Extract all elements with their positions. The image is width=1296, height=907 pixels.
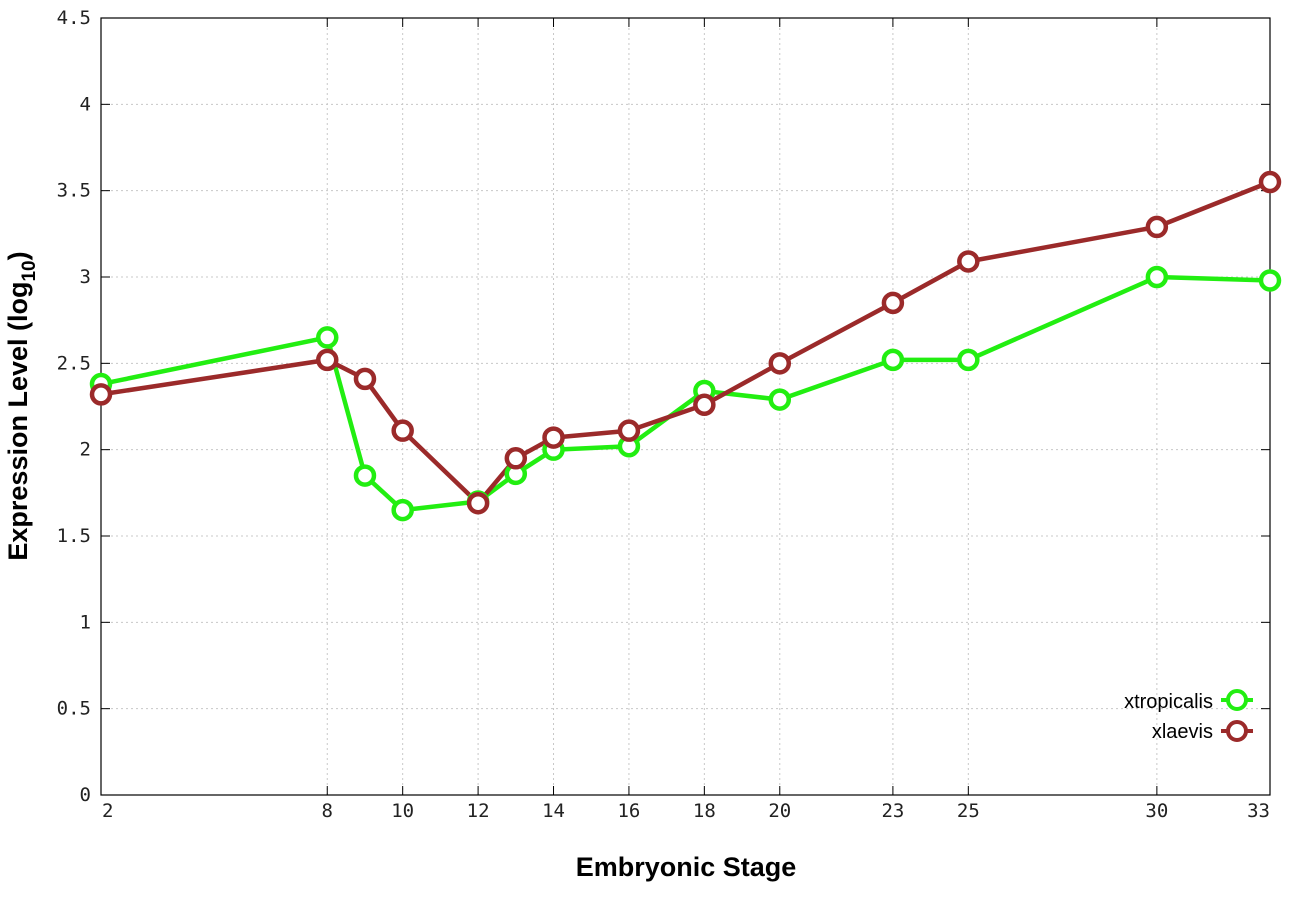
x-tick-label: 2 — [102, 800, 113, 822]
series-line-xlaevis — [100, 179, 1271, 506]
data-point-xtropicalis — [881, 348, 905, 372]
data-point-xlaevis — [89, 383, 113, 406]
legend-marker-xlaevis — [1226, 720, 1248, 742]
series-layer — [89, 170, 1282, 522]
data-point-xlaevis — [504, 447, 528, 470]
y-axis-title-subscript: 10 — [19, 260, 40, 281]
x-tick-label: 10 — [391, 800, 414, 822]
y-tick-label: 0.5 — [57, 698, 91, 720]
x-tick-label: 33 — [1247, 800, 1270, 822]
x-tick-label: 12 — [467, 800, 490, 822]
legend-marker-xtropicalis — [1226, 689, 1248, 711]
x-tick-label: 16 — [617, 800, 640, 822]
x-tick-label: 20 — [768, 800, 791, 822]
y-axis-title: Expression Level (log10) — [3, 251, 40, 560]
y-tick-label: 3 — [80, 266, 91, 288]
y-tick-label: 2 — [80, 439, 91, 461]
x-tick-label: 18 — [693, 800, 716, 822]
x-tick-label: 25 — [957, 800, 980, 822]
y-tick-label: 1.5 — [57, 525, 91, 547]
data-point-xtropicalis — [316, 326, 339, 349]
y-tick-label: 2.5 — [57, 352, 91, 374]
data-point-xlaevis — [1145, 215, 1169, 239]
data-point-xlaevis — [466, 491, 490, 515]
y-tick-label: 3.5 — [57, 180, 91, 202]
data-point-xlaevis — [693, 393, 716, 417]
data-point-xtropicalis — [353, 464, 377, 487]
x-axis-title: Embryonic Stage — [576, 852, 797, 882]
series-line-xtropicalis — [100, 274, 1271, 513]
data-point-xtropicalis — [391, 498, 414, 522]
legend-label-xtropicalis: xtropicalis — [1124, 691, 1213, 713]
y-tick-label: 0 — [80, 784, 91, 806]
data-point-xlaevis — [353, 367, 377, 391]
data-point-xtropicalis — [768, 388, 792, 411]
data-point-xlaevis — [1258, 170, 1282, 194]
x-tick-label: 8 — [322, 800, 333, 822]
y-tick-label: 4 — [80, 93, 91, 115]
y-axis-title-main: Expression Level (log — [3, 282, 33, 561]
data-point-xlaevis — [617, 419, 641, 442]
data-point-xlaevis — [768, 352, 792, 375]
x-tick-label: 14 — [542, 800, 565, 822]
plot-frame — [100, 17, 1271, 796]
legend: xtropicalis xlaevis — [1124, 689, 1253, 743]
data-point-xlaevis — [542, 426, 565, 449]
legend-label-xlaevis: xlaevis — [1152, 721, 1213, 743]
x-tick-label: 23 — [881, 800, 904, 822]
data-point-xtropicalis — [1145, 265, 1169, 289]
data-point-xlaevis — [316, 348, 339, 372]
data-point-xtropicalis — [1258, 269, 1282, 292]
y-tick-label: 4.5 — [57, 7, 91, 29]
x-tick-label: 30 — [1145, 800, 1168, 822]
data-point-xlaevis — [881, 291, 905, 315]
data-point-xlaevis — [391, 419, 414, 442]
y-tick-label: 1 — [80, 611, 91, 633]
axis-ticks: 0 0.5 1 1.5 2 2.5 3 3.5 4 4.5 2 8 10 12 14 16 18 20 23 25 30… — [57, 7, 1271, 822]
data-point-xtropicalis — [957, 348, 980, 372]
data-point-xlaevis — [957, 250, 980, 273]
y-axis-title-suffix: ) — [3, 251, 33, 260]
